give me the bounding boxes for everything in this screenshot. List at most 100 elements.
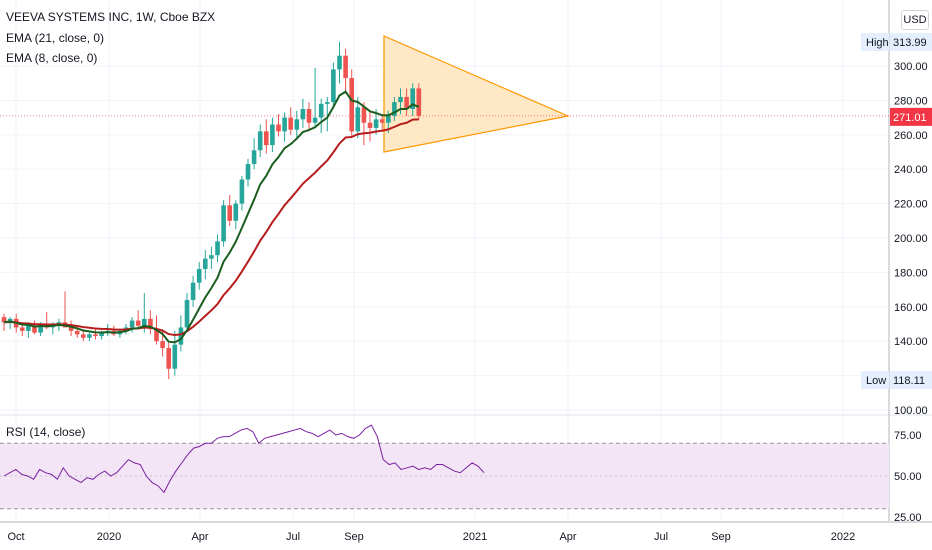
price-tick-label: 260.00: [894, 130, 928, 142]
candle: [367, 112, 373, 142]
candle-body: [379, 119, 385, 123]
candle: [325, 96, 330, 132]
candle-body: [38, 324, 43, 333]
candle: [239, 176, 245, 211]
candle-body: [142, 318, 147, 326]
candle: [404, 88, 409, 116]
rsi-legend: RSI (14, close): [6, 425, 86, 439]
price-tick-label: 300.00: [894, 61, 928, 73]
currency-button[interactable]: USD: [901, 10, 929, 30]
candle: [270, 117, 275, 152]
candle-body: [410, 88, 415, 109]
candle: [416, 83, 422, 120]
candle: [93, 329, 98, 340]
symbol-title: VEEVA SYSTEMS INC, 1W, Cboe BZX: [6, 10, 216, 24]
candle-body: [337, 55, 342, 70]
candle-body: [367, 122, 373, 128]
price-tick-label: 180.00: [894, 267, 928, 279]
candle: [172, 330, 178, 376]
candle: [343, 48, 348, 92]
candle-body: [81, 334, 86, 338]
candle-body: [270, 124, 275, 146]
candle-body: [129, 320, 135, 328]
candle: [306, 102, 312, 132]
time-tick-label: Sep: [711, 531, 731, 543]
candle-body: [154, 329, 159, 342]
candle-body: [331, 69, 336, 103]
candle-body: [355, 107, 361, 132]
rsi-tick-label: 25.00: [894, 512, 922, 524]
candle-body: [398, 96, 403, 103]
price-tick-label: 220.00: [894, 199, 928, 211]
high-tag-value: 313.99: [893, 37, 927, 49]
candle: [68, 320, 74, 337]
candle: [337, 41, 342, 84]
rsi-line: [3, 424, 485, 494]
candle-body: [318, 103, 324, 118]
price-tick-label: 140.00: [894, 336, 928, 348]
candle: [288, 107, 293, 135]
candle-body: [172, 344, 178, 369]
rsi-tick-label: 75.00: [894, 430, 922, 442]
high-tag-value-bg: [890, 33, 932, 51]
price-tick-label: 280.00: [894, 95, 928, 107]
candle-body: [392, 102, 397, 116]
last-price-tag: 271.01: [890, 107, 932, 126]
candle-body: [349, 78, 354, 132]
time-tick-label: Jul: [286, 531, 300, 543]
time-tick-label: 2022: [831, 531, 855, 543]
low-tag: Low 118.11: [861, 371, 932, 389]
time-tick-label: Apr: [559, 531, 576, 543]
candle-body: [56, 322, 62, 324]
price-tick-label: 160.00: [894, 302, 928, 314]
candle-body: [178, 327, 184, 345]
candle-body: [166, 348, 171, 369]
time-tick-label: Oct: [7, 531, 24, 543]
low-tag-value-bg: [890, 371, 932, 389]
time-axis: Oct 2020 Apr Jul Sep 2021 Apr Jul Sep 2022: [7, 531, 855, 543]
candle-body: [227, 205, 232, 221]
candle-body: [264, 131, 269, 146]
candle: [221, 200, 226, 247]
ema-8-line: [3, 90, 420, 344]
candle-body: [74, 330, 80, 335]
candle: [349, 69, 354, 139]
candle: [148, 310, 153, 335]
candle: [190, 275, 196, 307]
last-price-tag-value-bg: [890, 107, 932, 126]
candle: [87, 332, 92, 342]
candle-body: [221, 205, 226, 242]
candle-body: [203, 258, 208, 269]
candle: [196, 262, 202, 290]
rsi-tick-label: 50.00: [894, 471, 922, 483]
last-price-tag-value: 271.01: [893, 112, 927, 124]
candle: [361, 102, 367, 146]
candle: [282, 112, 287, 142]
candle: [1, 313, 7, 331]
high-tag: High 313.99: [861, 33, 932, 51]
candle: [166, 342, 171, 380]
candle-body: [404, 96, 409, 109]
candle: [312, 67, 318, 128]
candle: [209, 246, 214, 269]
candle-body: [215, 241, 220, 256]
candle: [318, 98, 324, 134]
candle-body: [251, 150, 257, 165]
candle-body: [68, 327, 74, 331]
candle: [233, 200, 239, 230]
candle-body: [184, 299, 190, 328]
candle-body: [135, 320, 141, 326]
candle-body: [373, 119, 379, 128]
triangle-pattern: [383, 35, 571, 153]
candle-body: [361, 107, 367, 123]
candle-body: [190, 282, 196, 300]
candle: [331, 62, 336, 109]
low-tag-value: 118.11: [893, 375, 925, 387]
candle-body: [294, 119, 300, 130]
candle: [227, 195, 232, 226]
candle: [135, 310, 141, 328]
candle: [294, 110, 300, 139]
candle: [379, 114, 385, 130]
candle-body: [288, 117, 293, 130]
